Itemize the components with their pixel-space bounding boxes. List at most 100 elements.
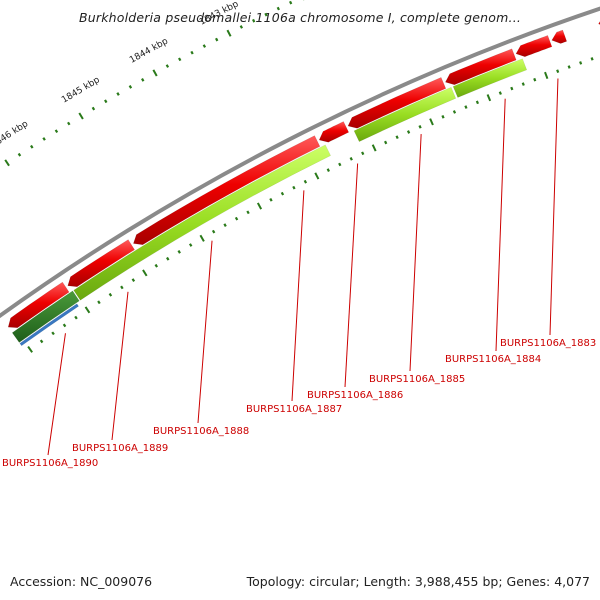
- inner-tick: [303, 179, 308, 184]
- inner-tick: [246, 210, 250, 215]
- inner-tick: [211, 229, 216, 234]
- gene-bar[interactable]: [73, 144, 331, 301]
- ruler-tick: [17, 152, 22, 157]
- gene-arrow[interactable]: [67, 239, 135, 287]
- ruler-tick: [276, 6, 280, 11]
- inner-tick: [441, 115, 445, 119]
- gene-label[interactable]: BURPS1106A_1890: [2, 458, 98, 469]
- inner-tick: [280, 191, 285, 196]
- inner-tick: [27, 346, 33, 353]
- dotted-track-inner: [27, 57, 594, 353]
- gene-label[interactable]: BURPS1106A_1884: [445, 354, 541, 365]
- inner-tick: [371, 144, 377, 152]
- inner-tick: [292, 185, 296, 190]
- inner-tick: [475, 100, 479, 105]
- ruler-tick: [128, 85, 133, 89]
- inner-tick: [464, 105, 468, 109]
- ruler-label: 1843 kbp: [198, 0, 241, 28]
- gene-label[interactable]: BURPS1106A_1885: [369, 374, 465, 385]
- inner-tick: [39, 339, 44, 344]
- inner-tick: [579, 61, 583, 65]
- gene-arrow[interactable]: [445, 48, 517, 86]
- ruler-tick: [226, 29, 232, 37]
- inner-tick: [269, 197, 273, 202]
- ruler-tick: [152, 69, 158, 77]
- ruler-tick: [91, 106, 96, 111]
- ruler-tick: [252, 18, 256, 23]
- ruler-tick: [239, 25, 244, 29]
- inner-tick: [418, 125, 422, 129]
- inner-tick: [142, 269, 148, 277]
- ruler-tick: [141, 78, 145, 82]
- inner-tick: [533, 77, 537, 82]
- inner-tick: [395, 135, 399, 140]
- topology-summary: Topology: circular; Length: 3,988,455 bp…: [246, 574, 590, 589]
- inner-tick: [154, 263, 159, 268]
- map-title: Burkholderia pseudomallei 1106a chromoso…: [78, 10, 522, 25]
- inner-tick: [521, 82, 525, 86]
- inner-tick: [234, 216, 239, 221]
- inner-tick: [590, 57, 594, 61]
- gene-label[interactable]: BURPS1106A_1883: [500, 338, 596, 349]
- inner-tick: [498, 91, 502, 95]
- inner-tick: [384, 140, 388, 145]
- inner-tick: [131, 278, 136, 282]
- inner-tick: [349, 157, 353, 161]
- gene-arrow[interactable]: [318, 121, 350, 143]
- inner-tick: [429, 118, 434, 126]
- inner-tick: [51, 331, 55, 336]
- ruler-tick: [215, 37, 219, 42]
- inner-tick: [74, 315, 78, 320]
- ruler-tick: [165, 64, 170, 68]
- ruler-tick: [264, 12, 268, 17]
- gene-arrow[interactable]: [347, 77, 447, 129]
- ruler-tick: [30, 144, 34, 149]
- inner-tick: [406, 130, 411, 134]
- inner-tick: [188, 243, 193, 247]
- inner-tick: [223, 223, 227, 227]
- dotted-track-outer: [4, 0, 305, 167]
- inner-tick: [452, 110, 457, 114]
- ruler-label: 1846 kbp: [0, 119, 30, 151]
- accession-text: Accession: NC_009076: [10, 574, 153, 589]
- gene-arrow[interactable]: [7, 281, 70, 328]
- inner-tick: [166, 256, 170, 261]
- ruler-tick: [4, 159, 10, 167]
- gene-label[interactable]: BURPS1106A_1887: [246, 404, 342, 415]
- inner-tick: [108, 292, 113, 297]
- gene-leader-line: [409, 134, 422, 372]
- inner-tick: [177, 250, 181, 254]
- gene-bar-blue[interactable]: [19, 303, 79, 347]
- ruler-tick: [78, 112, 84, 120]
- ruler-tick: [104, 99, 108, 104]
- ruler-label: 1845 kbp: [60, 75, 102, 106]
- inner-tick: [62, 323, 67, 328]
- gene-bar-dark[interactable]: [11, 290, 80, 343]
- inner-tick: [120, 285, 124, 290]
- gene-label[interactable]: BURPS1106A_1886: [307, 390, 403, 401]
- inner-tick: [338, 162, 342, 167]
- gene-bar[interactable]: [452, 58, 528, 98]
- gene-arrow[interactable]: [515, 35, 553, 57]
- gene-label[interactable]: BURPS1106A_1889: [72, 443, 168, 454]
- ruler-tick: [190, 50, 194, 55]
- gene-bar[interactable]: [353, 86, 457, 143]
- inner-tick: [510, 86, 514, 91]
- inner-tick: [361, 151, 365, 156]
- gene-leader-line: [111, 291, 129, 441]
- gene-track[interactable]: [7, 16, 600, 347]
- ruler-tick: [202, 44, 207, 48]
- inner-tick: [256, 202, 263, 210]
- ruler-tick: [289, 0, 293, 5]
- gene-leader-line: [291, 190, 305, 402]
- gene-labels[interactable]: BURPS1106A_1883 BURPS1106A_1884 BURPS1106A…: [2, 78, 596, 469]
- gene-arrow[interactable]: [551, 29, 568, 44]
- inner-tick: [326, 168, 330, 172]
- gene-arrow[interactable]: [133, 135, 321, 246]
- gene-label[interactable]: BURPS1106A_1888: [153, 426, 249, 437]
- inner-tick: [199, 234, 205, 242]
- inner-tick: [556, 69, 560, 73]
- ruler-label: 1844 kbp: [128, 36, 170, 65]
- inner-tick: [84, 306, 91, 314]
